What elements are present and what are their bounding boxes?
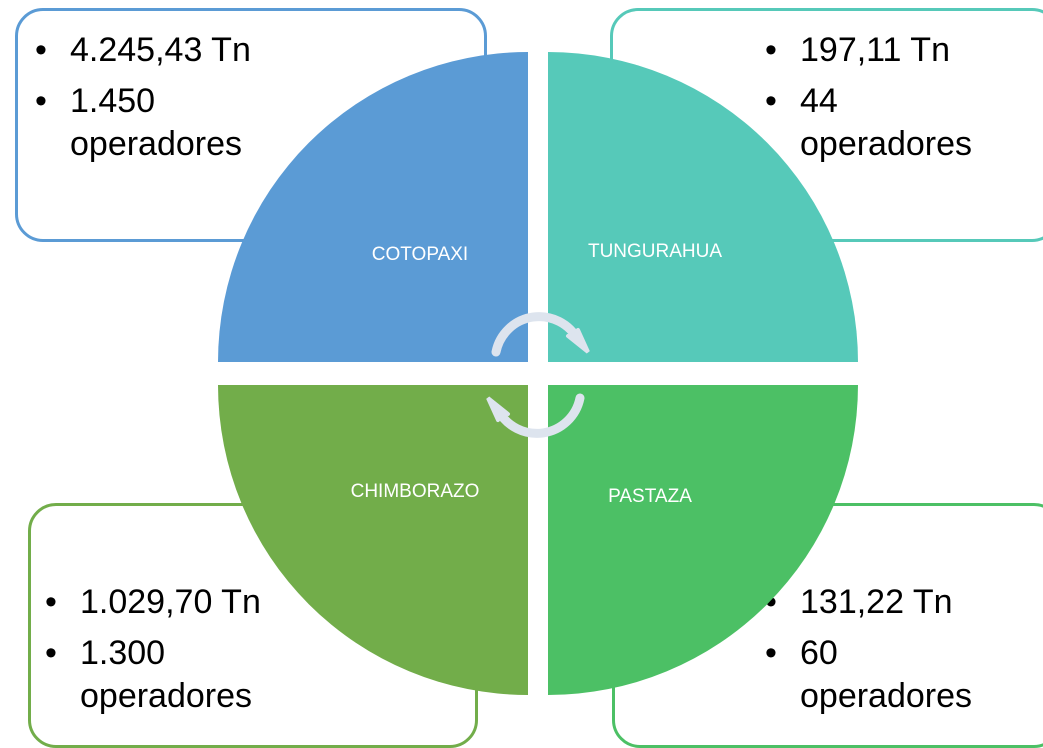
quadrant — [548, 52, 858, 362]
quadrant — [218, 52, 528, 362]
bullet-item: 60 operadores — [765, 632, 1005, 718]
arrow-arc — [491, 312, 583, 357]
bullet-item: 44 operadores — [765, 80, 1005, 166]
arrow-head — [566, 328, 590, 354]
arrow-arc — [493, 393, 585, 438]
item-list: 1.029,70 Tn 1.300 operadores — [45, 581, 285, 726]
item-list: 4.245,43 Tn 1.450 operadores — [35, 29, 275, 174]
bullet-item: 1.029,70 Tn — [45, 581, 285, 624]
bullet-item: 197,11 Tn — [765, 29, 1005, 72]
item-list: 197,11 Tn 44 operadores — [765, 29, 1005, 174]
arrow-head — [486, 396, 510, 422]
quadrant-label: COTOPAXI — [372, 244, 468, 265]
bullet-item: 4.245,43 Tn — [35, 29, 275, 72]
quadrant-label: CHIMBORAZO — [351, 481, 480, 502]
quadrant — [548, 385, 858, 695]
cycle-arrows — [486, 312, 590, 438]
bullet-item: 131,22 Tn — [765, 581, 1005, 624]
quadrant-label: TUNGURAHUA — [588, 241, 722, 262]
bullet-item: 1.450 operadores — [35, 80, 275, 166]
quadrants: COTOPAXI TUNGURAHUA CHIMBORAZO PASTAZA — [218, 52, 858, 695]
quadrant — [218, 385, 528, 695]
item-list: 131,22 Tn 60 operadores — [765, 581, 1005, 726]
bullet-item: 1.300 operadores — [45, 632, 285, 718]
quadrant-label: PASTAZA — [608, 486, 692, 507]
